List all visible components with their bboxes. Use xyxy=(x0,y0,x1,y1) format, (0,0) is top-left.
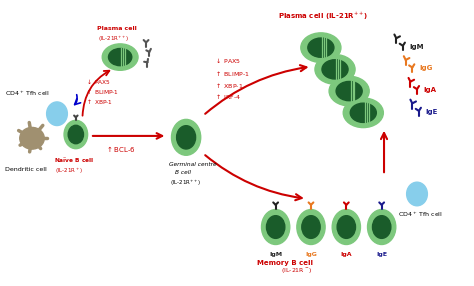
Text: $\uparrow$ BLIMP-1: $\uparrow$ BLIMP-1 xyxy=(85,87,119,96)
Text: $\uparrow$ XBP-1: $\uparrow$ XBP-1 xyxy=(85,97,113,106)
Ellipse shape xyxy=(337,216,356,238)
Ellipse shape xyxy=(302,216,320,238)
Text: $\downarrow$ PAX5: $\downarrow$ PAX5 xyxy=(85,78,111,86)
Ellipse shape xyxy=(336,82,362,101)
Ellipse shape xyxy=(329,76,369,106)
Ellipse shape xyxy=(297,210,325,245)
Text: IgG: IgG xyxy=(419,65,432,72)
Ellipse shape xyxy=(315,55,355,84)
Text: (IL-21R$^-$): (IL-21R$^-$) xyxy=(282,266,313,275)
Text: $\uparrow$ BLIMP-1: $\uparrow$ BLIMP-1 xyxy=(214,69,250,78)
Text: IgA: IgA xyxy=(340,252,352,257)
Text: IgE: IgE xyxy=(376,252,387,257)
Text: Germinal centre: Germinal centre xyxy=(169,162,216,167)
Text: Dendritic cell: Dendritic cell xyxy=(5,167,47,172)
Ellipse shape xyxy=(109,49,132,66)
Ellipse shape xyxy=(68,125,83,144)
Text: (IL-21R$^{++}$): (IL-21R$^{++}$) xyxy=(98,34,129,44)
Text: CD4$^+$ Tfh cell: CD4$^+$ Tfh cell xyxy=(5,89,50,98)
Ellipse shape xyxy=(102,44,138,70)
Ellipse shape xyxy=(262,210,290,245)
Text: IgM: IgM xyxy=(269,252,282,257)
Text: (IL-21R$^+$): (IL-21R$^+$) xyxy=(55,166,83,176)
Ellipse shape xyxy=(350,103,376,122)
Text: IgE: IgE xyxy=(426,109,438,115)
Text: Memory B cell: Memory B cell xyxy=(257,260,313,266)
Text: Na$\mathregular{\ddot{\i}}$ve B cell: Na$\mathregular{\ddot{\i}}$ve B cell xyxy=(54,156,94,165)
Ellipse shape xyxy=(407,182,428,206)
Text: (IL-21R$^{++}$): (IL-21R$^{++}$) xyxy=(170,178,201,188)
Ellipse shape xyxy=(343,98,383,128)
Text: $\uparrow$ IRF-4: $\uparrow$ IRF-4 xyxy=(214,92,242,102)
Text: $\downarrow$ PAX5: $\downarrow$ PAX5 xyxy=(214,57,242,65)
Ellipse shape xyxy=(177,126,196,149)
Ellipse shape xyxy=(64,120,88,149)
Text: Plasma cell (IL-21R$^{++}$): Plasma cell (IL-21R$^{++}$) xyxy=(278,11,369,22)
Ellipse shape xyxy=(367,210,396,245)
Ellipse shape xyxy=(266,216,285,238)
Ellipse shape xyxy=(172,119,201,155)
Text: IgA: IgA xyxy=(424,87,437,93)
Ellipse shape xyxy=(332,210,360,245)
Text: B cell: B cell xyxy=(175,170,191,175)
Ellipse shape xyxy=(373,216,391,238)
Ellipse shape xyxy=(20,128,44,149)
Ellipse shape xyxy=(301,33,341,62)
Text: $\uparrow$ XBP-1: $\uparrow$ XBP-1 xyxy=(214,81,244,90)
Text: $\uparrow$BCL-6: $\uparrow$BCL-6 xyxy=(105,144,136,154)
Text: CD4$^+$ Tfh cell: CD4$^+$ Tfh cell xyxy=(398,210,443,219)
Text: IgM: IgM xyxy=(410,44,424,50)
Ellipse shape xyxy=(308,38,334,57)
Text: IgG: IgG xyxy=(305,252,317,257)
Ellipse shape xyxy=(46,102,67,126)
Text: Plasma cell: Plasma cell xyxy=(97,26,137,31)
Ellipse shape xyxy=(322,60,348,79)
